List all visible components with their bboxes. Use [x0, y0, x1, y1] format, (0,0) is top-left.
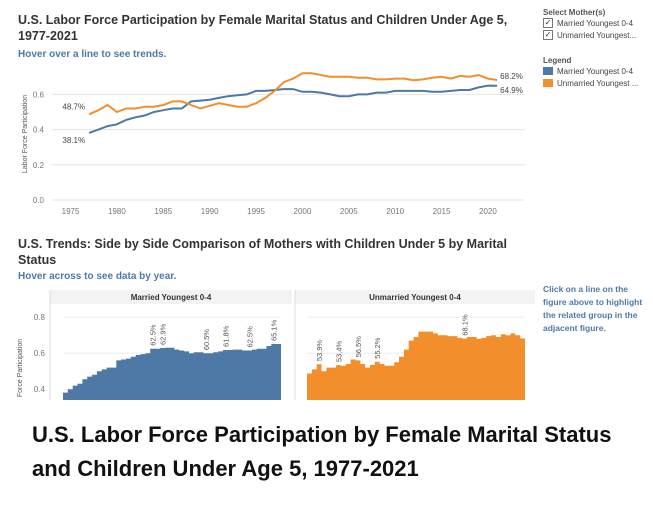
y-tick-label: 0.6 — [34, 349, 46, 358]
x-tick-label: 1980 — [108, 207, 126, 216]
y-tick-label: 0.4 — [33, 126, 45, 135]
filter-option-married[interactable]: ✓ Married Youngest 0-4 — [543, 17, 651, 29]
legend-title: Legend — [543, 56, 572, 65]
data-label: 68.1% — [460, 314, 469, 336]
series-line-married[interactable] — [88, 84, 498, 134]
chart-hint: Hover over a line to see trends. — [18, 49, 167, 60]
area-married[interactable] — [63, 344, 281, 400]
checkbox-checked-icon[interactable]: ✓ — [543, 30, 553, 40]
data-label: 56.5% — [354, 336, 363, 358]
filter-option-unmarried[interactable]: ✓ Unmarried Youngest... — [543, 29, 651, 41]
chart-title: U.S. Labor Force Participation by Female… — [18, 13, 508, 43]
data-label: 68.2% — [500, 72, 523, 81]
data-label: 55.2% — [373, 337, 382, 359]
panel-title: Unmarried Youngest 0-4 — [369, 293, 461, 302]
legend-item-married[interactable]: Married Youngest 0-4 — [543, 65, 651, 77]
y-axis-label: Labor Force Participation — [22, 95, 29, 173]
x-tick-label: 2000 — [294, 207, 312, 216]
panel-header — [295, 290, 535, 304]
interaction-note: Click on a line on the figure above to h… — [543, 284, 643, 333]
data-label: 53.4% — [334, 340, 343, 362]
filter-option-label: Unmarried Youngest... — [557, 30, 637, 40]
y-tick-label: 0.0 — [33, 196, 45, 205]
panel-header — [50, 290, 292, 304]
x-tick-label: 2005 — [340, 207, 358, 216]
x-tick-label: 2015 — [433, 207, 451, 216]
comparison-charts[interactable]: Married Youngest 0-40.40.60.862.5% 62.9% 6… — [0, 288, 540, 400]
legend-label: Unmarried Youngest ... — [557, 78, 639, 88]
y-tick-label: 0.4 — [34, 385, 46, 394]
data-label: 61.8% — [221, 325, 230, 347]
x-tick-label: 2020 — [479, 207, 497, 216]
data-label: 62.9% — [158, 323, 167, 345]
data-label: 38.1% — [62, 136, 85, 145]
filter-title: Select Mother(s) — [543, 8, 606, 17]
legend-swatch — [543, 79, 553, 87]
panel-title: Married Youngest 0-4 — [131, 293, 212, 302]
data-label: 60.5% — [202, 329, 211, 351]
legend-item-unmarried[interactable]: Unmarried Youngest ... — [543, 77, 651, 89]
x-tick-label: 1975 — [62, 207, 80, 216]
y-tick-label: 0.6 — [33, 90, 45, 99]
x-tick-label: 1995 — [247, 207, 265, 216]
data-label: 53.9% — [315, 340, 324, 362]
y-tick-label: 0.8 — [34, 313, 46, 322]
data-label: 48.7% — [62, 102, 85, 111]
y-axis-label: Force Participation — [17, 339, 24, 397]
data-label: 62.5% — [246, 326, 255, 348]
x-tick-label: 2010 — [386, 207, 404, 216]
comparison-hint: Hover across to see data by year. — [18, 271, 177, 282]
series-line-unmarried[interactable] — [88, 72, 498, 116]
legend-label: Married Youngest 0-4 — [557, 66, 634, 76]
x-tick-label: 1985 — [154, 207, 172, 216]
line-chart[interactable]: 0.0 0.2 0.4 0.6 1975 1980 1985 1990 1995 2000 2005… — [0, 60, 540, 230]
data-label: 64.9% — [500, 86, 523, 95]
y-tick-label: 0.2 — [33, 161, 45, 170]
area-unmarried[interactable] — [307, 331, 525, 400]
checkbox-checked-icon[interactable]: ✓ — [543, 18, 553, 28]
data-label: 62.5% — [149, 324, 158, 346]
legend: Legend Married Youngest 0-4 Unmarried Yo… — [543, 56, 651, 89]
comparison-title: U.S. Trends: Side by Side Comparison of … — [18, 237, 507, 267]
x-tick-label: 1990 — [201, 207, 219, 216]
data-label: 65.1% — [270, 319, 279, 341]
filter-option-label: Married Youngest 0-4 — [557, 18, 634, 28]
legend-swatch — [543, 67, 553, 75]
figure-caption: U.S. Labor Force Participation by Female… — [32, 422, 612, 481]
mother-filter: Select Mother(s) ✓ Married Youngest 0-4 … — [543, 8, 651, 41]
